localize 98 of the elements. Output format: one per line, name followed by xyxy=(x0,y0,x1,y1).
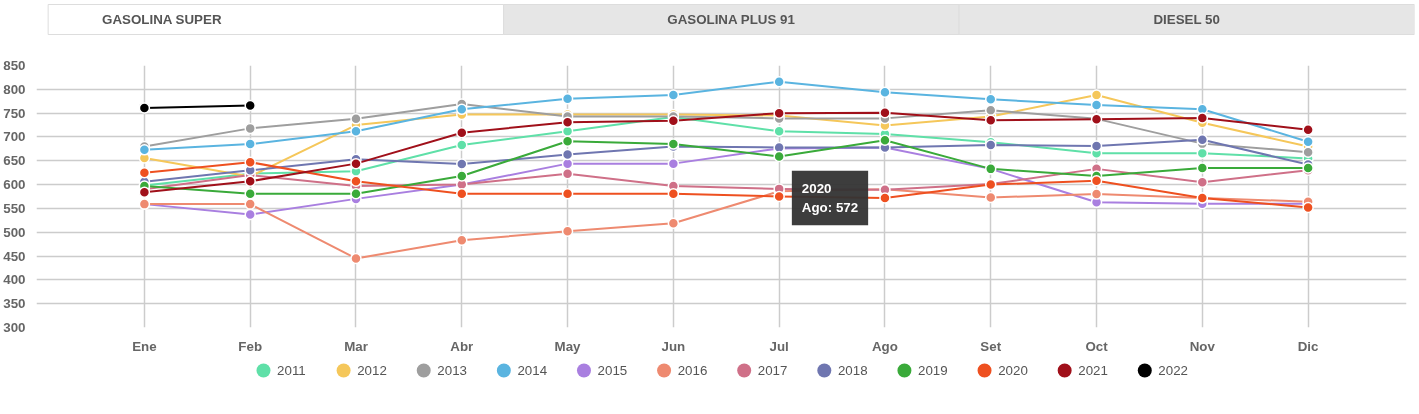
point xyxy=(1302,124,1314,136)
y-tick-label: 450 xyxy=(3,248,26,264)
point xyxy=(984,191,997,204)
y-tick-label: 750 xyxy=(3,105,26,121)
point xyxy=(561,116,574,128)
point xyxy=(561,187,574,200)
point xyxy=(667,115,680,127)
point xyxy=(773,125,785,137)
point xyxy=(350,125,362,137)
point xyxy=(773,150,785,163)
legend-label: 2012 xyxy=(357,363,387,378)
y-tick-label: 500 xyxy=(3,224,26,240)
point xyxy=(1196,176,1209,188)
y-tick-label: 800 xyxy=(3,81,26,97)
point xyxy=(350,252,362,265)
point xyxy=(350,187,362,200)
x-tick-label: Set xyxy=(980,338,1002,354)
point xyxy=(244,122,256,135)
x-tick-label: Ene xyxy=(132,338,157,354)
point xyxy=(561,93,574,105)
point xyxy=(773,75,785,88)
point xyxy=(561,148,574,161)
point xyxy=(1196,162,1209,174)
legend-label: 2011 xyxy=(277,363,306,378)
legend-label: 2019 xyxy=(918,363,948,378)
x-tick-label: Ago xyxy=(871,338,898,354)
legend-label: 2021 xyxy=(1078,363,1108,378)
x-tick-label: Abr xyxy=(450,338,474,354)
legend-label: 2014 xyxy=(517,363,548,378)
x-tick-label: May xyxy=(554,338,582,354)
point xyxy=(1090,99,1103,111)
point xyxy=(244,138,256,150)
point xyxy=(667,157,680,170)
point xyxy=(456,139,468,151)
point xyxy=(984,114,997,127)
x-tick-label: Jul xyxy=(769,338,789,354)
legend-label: 2018 xyxy=(837,363,868,378)
legend-label: 2015 xyxy=(597,363,628,378)
y-tick-label: 550 xyxy=(3,200,26,216)
point xyxy=(456,126,468,139)
point xyxy=(667,89,680,101)
point xyxy=(984,104,997,117)
point xyxy=(667,187,680,200)
point xyxy=(350,113,362,125)
y-tick-label: 600 xyxy=(3,177,26,193)
text: GASOLINA PLUS 91 xyxy=(667,12,796,27)
point xyxy=(456,170,468,182)
point xyxy=(561,135,574,147)
point xyxy=(350,157,362,170)
point xyxy=(667,217,680,229)
point xyxy=(244,187,256,200)
point xyxy=(879,106,891,119)
legend-label: 2016 xyxy=(677,363,708,378)
legend-label: 2017 xyxy=(757,363,788,378)
point xyxy=(773,190,785,203)
point xyxy=(1090,175,1103,187)
text: GASOLINA SUPER xyxy=(102,12,222,27)
point xyxy=(1302,135,1314,148)
text: DIESEL 50 xyxy=(1153,12,1220,27)
point xyxy=(244,208,256,221)
point xyxy=(879,134,891,147)
point xyxy=(244,99,256,112)
point xyxy=(456,103,468,116)
point xyxy=(138,102,151,114)
point xyxy=(456,187,468,200)
x-tick-label: Mar xyxy=(344,338,368,354)
point xyxy=(244,156,256,168)
point xyxy=(1090,188,1103,200)
point xyxy=(1196,134,1209,146)
x-tick-label: Feb xyxy=(238,338,263,354)
x-tick-label: Jun xyxy=(661,338,686,354)
y-tick-label: 300 xyxy=(3,320,26,335)
legend-label: 2020 xyxy=(998,363,1028,378)
point xyxy=(984,93,997,106)
y-tick-label: 650 xyxy=(3,153,26,169)
x-tick-label: Nov xyxy=(1189,338,1216,354)
y-tick-label: 850 xyxy=(3,58,26,73)
point xyxy=(1196,112,1209,124)
point xyxy=(879,192,891,204)
point xyxy=(244,175,256,187)
x-tick-label: Oct xyxy=(1085,338,1109,354)
legend-label: 2022 xyxy=(1158,363,1189,378)
point xyxy=(1090,89,1103,101)
point xyxy=(1302,201,1314,214)
point xyxy=(456,158,468,170)
y-tick-label: 350 xyxy=(3,296,26,312)
point xyxy=(350,175,362,187)
point xyxy=(456,234,468,247)
point xyxy=(561,225,574,238)
x-tick-label: Dic xyxy=(1297,338,1320,354)
point xyxy=(1090,140,1103,152)
point xyxy=(244,198,256,210)
y-tick-label: 700 xyxy=(3,129,26,145)
point xyxy=(1302,146,1314,158)
point xyxy=(879,86,891,98)
legend-label: 2013 xyxy=(437,363,467,378)
y-tick-label: 400 xyxy=(3,272,26,288)
annotation: 2020 Ago: 572 xyxy=(801,180,859,216)
